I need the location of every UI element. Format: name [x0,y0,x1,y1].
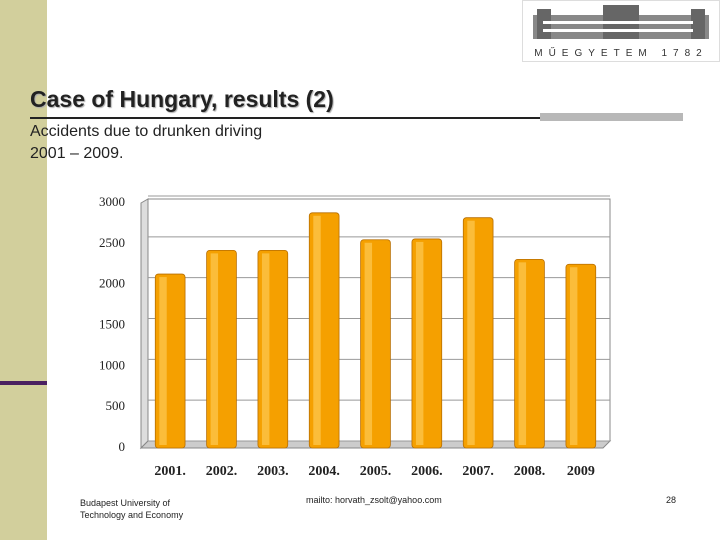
subtitle-line: 2001 – 2009. [30,145,124,162]
side-accent [0,381,47,385]
title-bar [540,113,683,121]
subtitle: Accidents due to drunken driving 2001 – … [30,121,262,165]
logo: MŰEGYETEM 1782 [522,0,720,62]
bar-highlight [569,267,578,445]
logo-year: 1782 [661,48,708,59]
y-tick-label: 3000 [99,194,125,209]
bar-group [411,238,443,449]
x-tick-label: 2008. [514,464,546,479]
x-tick-label: 2006. [411,464,443,479]
y-tick-label: 1000 [99,357,125,372]
x-tick-label: 2009 [567,464,595,479]
x-tick-label: 2003. [257,464,289,479]
side-strip [0,0,47,540]
bar-group [462,217,494,449]
bar-highlight [467,220,475,445]
bar-highlight [159,277,167,445]
logo-building [533,5,709,39]
bar-group [154,273,186,449]
footer-line: Technology and Economy [80,510,184,520]
bar-group [360,239,391,449]
bar-group [514,258,545,449]
page-number: 28 [666,495,677,505]
bar-highlight [364,242,373,445]
bar-highlight [210,253,219,445]
x-tick-label: 2002. [206,464,238,479]
footer-center: mailto: horvath_zsolt@yahoo.com [306,495,442,505]
bar-highlight [415,241,424,445]
y-tick-label: 1500 [99,316,125,331]
x-tick-label: 2005. [360,464,392,479]
y-tick-label: 2000 [99,276,125,291]
footer-line: Budapest University of [80,498,171,508]
bar-group [257,249,289,449]
bar-group [308,212,340,449]
y-tick-label: 0 [119,439,126,454]
bar-highlight [518,262,527,445]
bar-group [206,249,237,449]
x-tick-label: 2004. [308,464,340,479]
bar-group [565,263,597,449]
bar-highlight [261,253,270,445]
side-wall [140,198,149,450]
footer-left: Budapest University of Technology and Ec… [80,497,183,521]
bar-highlight [313,215,321,445]
slide-title: Case of Hungary, results (2) [30,86,334,112]
title-rule [30,117,540,119]
x-tick-label: 2007. [462,464,494,479]
logo-text: MŰEGYETEM [534,48,653,59]
y-tick-label: 500 [106,398,126,413]
x-tick-label: 2001. [154,464,186,479]
y-tick-label: 2500 [99,235,125,250]
subtitle-line: Accidents due to drunken driving [30,123,263,140]
